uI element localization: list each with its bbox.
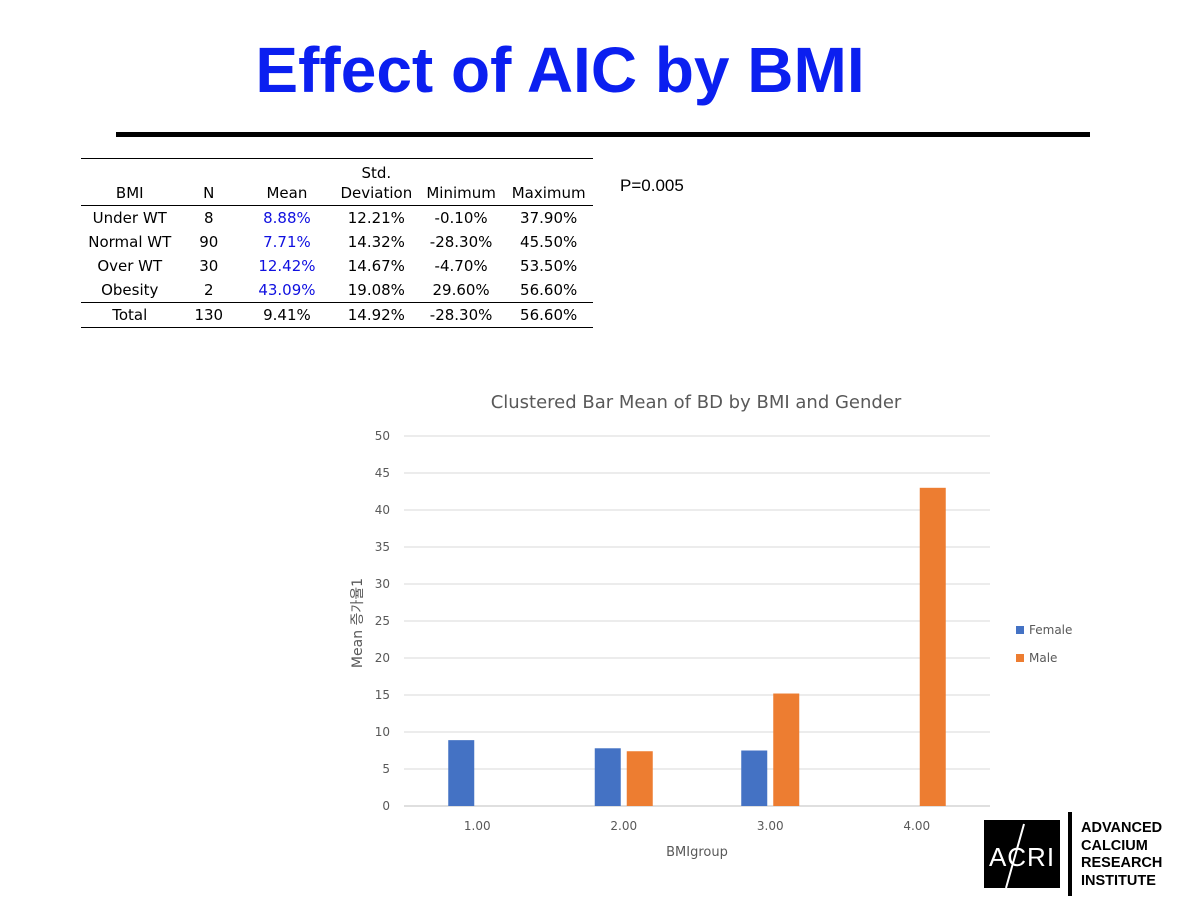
header-n: N bbox=[203, 184, 215, 202]
table-total-row: Total 130 9.41% 14.92% -28.30% 56.60% bbox=[81, 302, 593, 328]
bar-male-2.00 bbox=[626, 751, 653, 806]
header-minimum: Minimum bbox=[426, 184, 496, 202]
legend-label-male: Male bbox=[1029, 651, 1057, 665]
table-row: Obesity 2 43.09% 19.08% 29.60% 56.60% bbox=[81, 278, 593, 303]
y-tick-label: 40 bbox=[375, 503, 390, 517]
cell-max: 56.60% bbox=[520, 281, 578, 299]
cell-n: 130 bbox=[194, 306, 224, 324]
cell-mean: 9.41% bbox=[263, 306, 311, 324]
slide-title: Effect of AIC by BMI bbox=[255, 34, 865, 106]
cell-mean: 43.09% bbox=[258, 281, 316, 299]
y-tick-label: 0 bbox=[382, 799, 390, 813]
cell-min: -28.30% bbox=[429, 233, 493, 251]
cell-bmi: Under WT bbox=[92, 209, 167, 227]
bar-female-3.00 bbox=[741, 750, 768, 806]
y-tick-label: 50 bbox=[375, 429, 390, 443]
cell-max: 56.60% bbox=[520, 306, 578, 324]
x-tick-label: 2.00 bbox=[610, 819, 637, 833]
x-tick-label: 3.00 bbox=[757, 819, 784, 833]
header-std-line2: Deviation bbox=[340, 184, 413, 202]
table-row: Under WT 8 8.88% 12.21% -0.10% 37.90% bbox=[81, 206, 593, 231]
cell-bmi: Over WT bbox=[97, 257, 163, 275]
cell-bmi: Obesity bbox=[101, 281, 159, 299]
statistics-table: BMI N Mean Std. Deviation Minimum Maximu… bbox=[81, 158, 593, 328]
clustered-bar-chart: Clustered Bar Mean of BD by BMI and Gend… bbox=[350, 392, 1072, 860]
header-std-deviation: Std. Deviation bbox=[335, 159, 418, 206]
table-row: Over WT 30 12.42% 14.67% -4.70% 53.50% bbox=[81, 254, 593, 278]
logo-line: CALCIUM bbox=[1081, 837, 1148, 854]
y-tick-label: 15 bbox=[375, 688, 390, 702]
logo-divider bbox=[1068, 812, 1072, 896]
cell-max: 45.50% bbox=[520, 233, 578, 251]
cell-min: -4.70% bbox=[434, 257, 488, 275]
table-row: Normal WT 90 7.71% 14.32% -28.30% 45.50% bbox=[81, 230, 593, 254]
x-axis-label: BMIgroup bbox=[666, 845, 728, 860]
cell-sd: 12.21% bbox=[347, 209, 405, 227]
cell-sd: 14.67% bbox=[347, 257, 405, 275]
cell-mean: 12.42% bbox=[258, 257, 316, 275]
cell-min: -28.30% bbox=[429, 306, 493, 324]
y-tick-label: 10 bbox=[375, 725, 390, 739]
logo-line: INSTITUTE bbox=[1081, 872, 1156, 889]
cell-min: 29.60% bbox=[432, 281, 490, 299]
bar-female-2.00 bbox=[594, 748, 621, 806]
cell-n: 90 bbox=[199, 233, 219, 251]
header-bmi: BMI bbox=[115, 184, 144, 202]
legend-label-female: Female bbox=[1029, 623, 1072, 637]
title-divider bbox=[116, 132, 1090, 137]
header-maximum: Maximum bbox=[511, 184, 586, 202]
y-axis-label: Mean 증가율1 bbox=[350, 578, 366, 668]
bar-female-1.00 bbox=[448, 740, 475, 806]
cell-n: 2 bbox=[204, 281, 214, 299]
logo-mark-text: ACRI bbox=[989, 842, 1055, 872]
acri-logo-mark: ACRI bbox=[984, 820, 1060, 888]
table-header-row: BMI N Mean Std. Deviation Minimum Maximu… bbox=[81, 159, 593, 206]
cell-sd: 14.92% bbox=[347, 306, 405, 324]
cell-n: 8 bbox=[204, 209, 214, 227]
y-tick-label: 35 bbox=[375, 540, 390, 554]
header-std-line1: Std. bbox=[361, 164, 392, 182]
cell-bmi: Total bbox=[112, 306, 148, 324]
cell-n: 30 bbox=[199, 257, 219, 275]
bar-male-4.00 bbox=[919, 487, 946, 806]
cell-max: 37.90% bbox=[520, 209, 578, 227]
cell-sd: 14.32% bbox=[347, 233, 405, 251]
y-tick-label: 5 bbox=[382, 762, 390, 776]
legend-swatch-female bbox=[1016, 626, 1024, 634]
y-tick-label: 25 bbox=[375, 614, 390, 628]
p-value-label: P=0.005 bbox=[620, 176, 684, 195]
legend-swatch-male bbox=[1016, 654, 1024, 662]
acri-logo-icon: ACRI bbox=[989, 823, 1055, 888]
cell-bmi: Normal WT bbox=[88, 233, 172, 251]
chart-title: Clustered Bar Mean of BD by BMI and Gend… bbox=[491, 392, 902, 413]
cell-mean: 8.88% bbox=[263, 209, 311, 227]
x-tick-label: 4.00 bbox=[903, 819, 930, 833]
cell-sd: 19.08% bbox=[347, 281, 405, 299]
cell-min: -0.10% bbox=[434, 209, 488, 227]
bar-male-3.00 bbox=[773, 693, 800, 806]
y-tick-label: 45 bbox=[375, 466, 390, 480]
cell-mean: 7.71% bbox=[263, 233, 311, 251]
logo-institute-name: ADVANCED CALCIUM RESEARCH INSTITUTE bbox=[1081, 820, 1162, 890]
x-tick-label: 1.00 bbox=[464, 819, 491, 833]
header-mean: Mean bbox=[266, 184, 308, 202]
y-tick-label: 20 bbox=[375, 651, 390, 665]
cell-max: 53.50% bbox=[520, 257, 578, 275]
logo-line: RESEARCH bbox=[1081, 855, 1163, 871]
logo-line: ADVANCED bbox=[1081, 820, 1163, 836]
y-tick-label: 30 bbox=[375, 577, 390, 591]
